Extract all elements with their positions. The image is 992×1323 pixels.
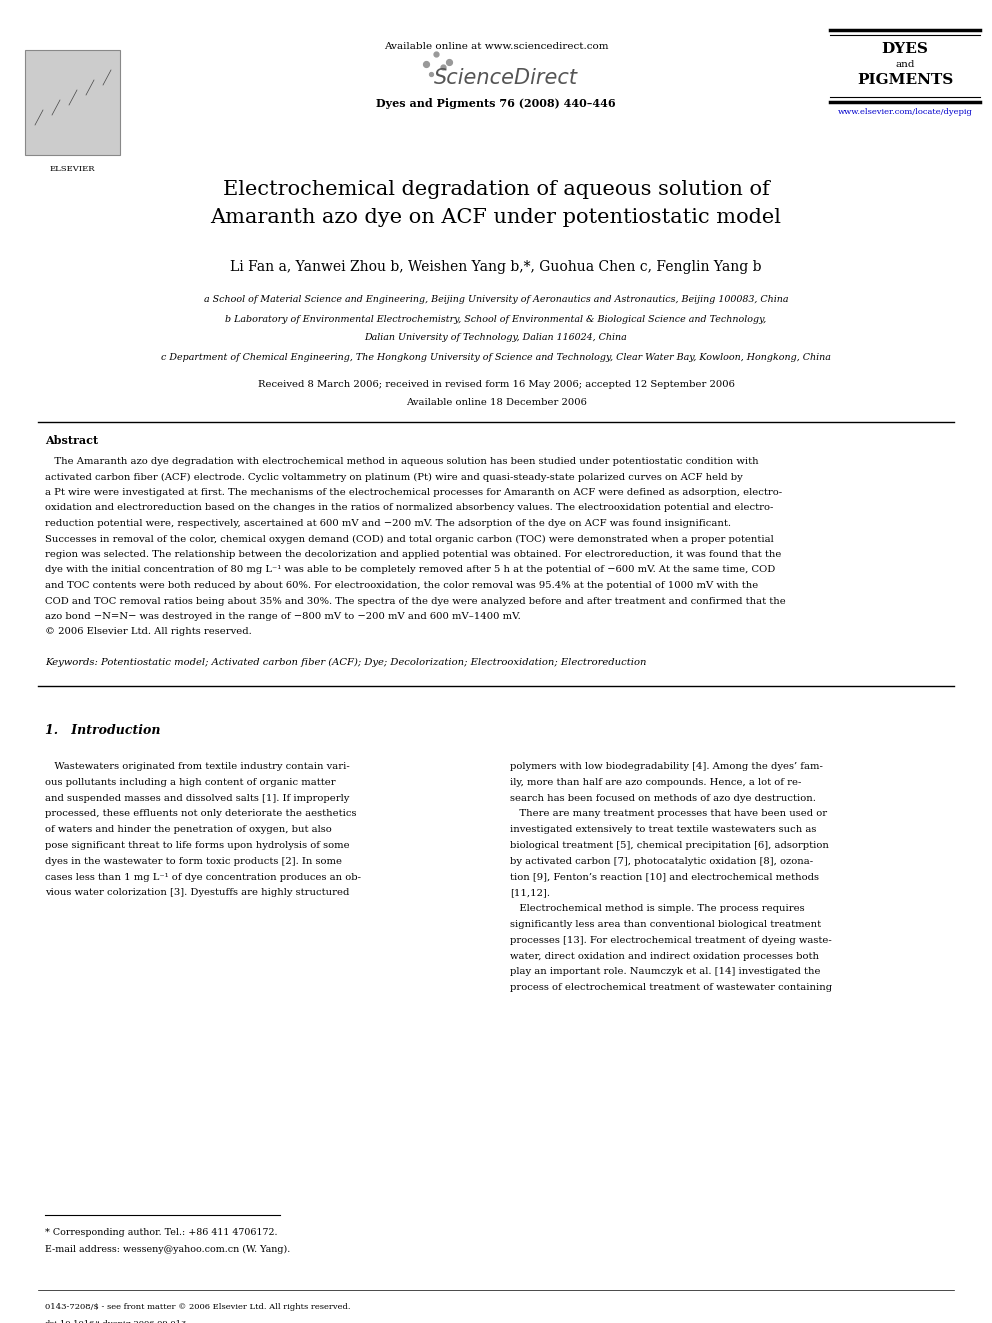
Text: PIGMENTS: PIGMENTS xyxy=(857,73,953,87)
Text: DYES: DYES xyxy=(882,42,929,56)
Text: activated carbon fiber (ACF) electrode. Cyclic voltammetry on platinum (Pt) wire: activated carbon fiber (ACF) electrode. … xyxy=(45,472,743,482)
Text: www.elsevier.com/locate/dyepig: www.elsevier.com/locate/dyepig xyxy=(837,108,972,116)
Text: Wastewaters originated from textile industry contain vari-: Wastewaters originated from textile indu… xyxy=(45,762,350,771)
Text: ScienceDirect: ScienceDirect xyxy=(434,67,578,89)
Text: and TOC contents were both reduced by about 60%. For electrooxidation, the color: and TOC contents were both reduced by ab… xyxy=(45,581,758,590)
Text: investigated extensively to treat textile wastewaters such as: investigated extensively to treat textil… xyxy=(510,826,816,835)
Text: biological treatment [5], chemical precipitation [6], adsorption: biological treatment [5], chemical preci… xyxy=(510,841,829,849)
Text: E-mail address: wesseny@yahoo.com.cn (W. Yang).: E-mail address: wesseny@yahoo.com.cn (W.… xyxy=(45,1245,291,1254)
Text: cases less than 1 mg L⁻¹ of dye concentration produces an ob-: cases less than 1 mg L⁻¹ of dye concentr… xyxy=(45,873,361,881)
Text: Available online 18 December 2006: Available online 18 December 2006 xyxy=(406,398,586,407)
Text: Amaranth azo dye on ACF under potentiostatic model: Amaranth azo dye on ACF under potentiost… xyxy=(210,208,782,228)
Text: There are many treatment processes that have been used or: There are many treatment processes that … xyxy=(510,810,827,819)
Text: c Department of Chemical Engineering, The Hongkong University of Science and Tec: c Department of Chemical Engineering, Th… xyxy=(161,353,831,363)
Text: Electrochemical degradation of aqueous solution of: Electrochemical degradation of aqueous s… xyxy=(222,180,770,198)
Text: b Laboratory of Environmental Electrochemistry, School of Environmental & Biolog: b Laboratory of Environmental Electroche… xyxy=(225,315,767,324)
Text: doi:10.1016/j.dyepig.2006.09.013: doi:10.1016/j.dyepig.2006.09.013 xyxy=(45,1320,187,1323)
Text: significantly less area than conventional biological treatment: significantly less area than conventiona… xyxy=(510,919,821,929)
Text: Dalian University of Technology, Dalian 116024, China: Dalian University of Technology, Dalian … xyxy=(365,333,627,343)
Text: vious water colorization [3]. Dyestuffs are highly structured: vious water colorization [3]. Dyestuffs … xyxy=(45,889,349,897)
Text: Electrochemical method is simple. The process requires: Electrochemical method is simple. The pr… xyxy=(510,904,805,913)
Text: Dyes and Pigments 76 (2008) 440–446: Dyes and Pigments 76 (2008) 440–446 xyxy=(376,98,616,108)
Text: * Corresponding author. Tel.: +86 411 4706172.: * Corresponding author. Tel.: +86 411 47… xyxy=(45,1228,278,1237)
Text: COD and TOC removal ratios being about 35% and 30%. The spectra of the dye were : COD and TOC removal ratios being about 3… xyxy=(45,597,786,606)
Text: dyes in the wastewater to form toxic products [2]. In some: dyes in the wastewater to form toxic pro… xyxy=(45,857,342,865)
Text: oxidation and electroreduction based on the changes in the ratios of normalized : oxidation and electroreduction based on … xyxy=(45,504,774,512)
Text: and: and xyxy=(895,60,915,69)
Text: ily, more than half are azo compounds. Hence, a lot of re-: ily, more than half are azo compounds. H… xyxy=(510,778,802,787)
Text: 0143-7208/$ - see front matter © 2006 Elsevier Ltd. All rights reserved.: 0143-7208/$ - see front matter © 2006 El… xyxy=(45,1303,350,1311)
Text: 1.   Introduction: 1. Introduction xyxy=(45,724,161,737)
Text: azo bond −N=N− was destroyed in the range of −800 mV to −200 mV and 600 mV–1400 : azo bond −N=N− was destroyed in the rang… xyxy=(45,613,521,620)
Text: Li Fan a, Yanwei Zhou b, Weishen Yang b,*, Guohua Chen c, Fenglin Yang b: Li Fan a, Yanwei Zhou b, Weishen Yang b,… xyxy=(230,261,762,274)
Text: Keywords: Potentiostatic model; Activated carbon fiber (ACF); Dye; Decolorizatio: Keywords: Potentiostatic model; Activate… xyxy=(45,658,647,667)
Text: processes [13]. For electrochemical treatment of dyeing waste-: processes [13]. For electrochemical trea… xyxy=(510,935,831,945)
Text: play an important role. Naumczyk et al. [14] investigated the: play an important role. Naumczyk et al. … xyxy=(510,967,820,976)
Text: of waters and hinder the penetration of oxygen, but also: of waters and hinder the penetration of … xyxy=(45,826,331,835)
Text: The Amaranth azo dye degradation with electrochemical method in aqueous solution: The Amaranth azo dye degradation with el… xyxy=(45,456,759,466)
Text: process of electrochemical treatment of wastewater containing: process of electrochemical treatment of … xyxy=(510,983,832,992)
Text: dye with the initial concentration of 80 mg L⁻¹ was able to be completely remove: dye with the initial concentration of 80… xyxy=(45,565,776,574)
Text: ous pollutants including a high content of organic matter: ous pollutants including a high content … xyxy=(45,778,335,787)
Text: a School of Material Science and Engineering, Beijing University of Aeronautics : a School of Material Science and Enginee… xyxy=(203,295,789,304)
Text: Successes in removal of the color, chemical oxygen demand (COD) and total organi: Successes in removal of the color, chemi… xyxy=(45,534,774,544)
Text: tion [9], Fenton’s reaction [10] and electrochemical methods: tion [9], Fenton’s reaction [10] and ele… xyxy=(510,873,819,881)
Text: pose significant threat to life forms upon hydrolysis of some: pose significant threat to life forms up… xyxy=(45,841,349,849)
Text: © 2006 Elsevier Ltd. All rights reserved.: © 2006 Elsevier Ltd. All rights reserved… xyxy=(45,627,252,636)
Text: ELSEVIER: ELSEVIER xyxy=(50,165,95,173)
Text: a Pt wire were investigated at first. The mechanisms of the electrochemical proc: a Pt wire were investigated at first. Th… xyxy=(45,488,782,497)
Text: reduction potential were, respectively, ascertained at 600 mV and −200 mV. The a: reduction potential were, respectively, … xyxy=(45,519,731,528)
Text: by activated carbon [7], photocatalytic oxidation [8], ozona-: by activated carbon [7], photocatalytic … xyxy=(510,857,813,865)
Text: [11,12].: [11,12]. xyxy=(510,889,550,897)
Text: processed, these effluents not only deteriorate the aesthetics: processed, these effluents not only dete… xyxy=(45,810,356,819)
Text: region was selected. The relationship between the decolorization and applied pot: region was selected. The relationship be… xyxy=(45,550,782,560)
Text: Received 8 March 2006; received in revised form 16 May 2006; accepted 12 Septemb: Received 8 March 2006; received in revis… xyxy=(258,380,734,389)
Text: polymers with low biodegradability [4]. Among the dyes’ fam-: polymers with low biodegradability [4]. … xyxy=(510,762,823,771)
Text: search has been focused on methods of azo dye destruction.: search has been focused on methods of az… xyxy=(510,794,815,803)
Text: Abstract: Abstract xyxy=(45,435,98,446)
Text: Available online at www.sciencedirect.com: Available online at www.sciencedirect.co… xyxy=(384,42,608,52)
Text: and suspended masses and dissolved salts [1]. If improperly: and suspended masses and dissolved salts… xyxy=(45,794,349,803)
FancyBboxPatch shape xyxy=(25,50,120,155)
Text: water, direct oxidation and indirect oxidation processes both: water, direct oxidation and indirect oxi… xyxy=(510,951,819,960)
